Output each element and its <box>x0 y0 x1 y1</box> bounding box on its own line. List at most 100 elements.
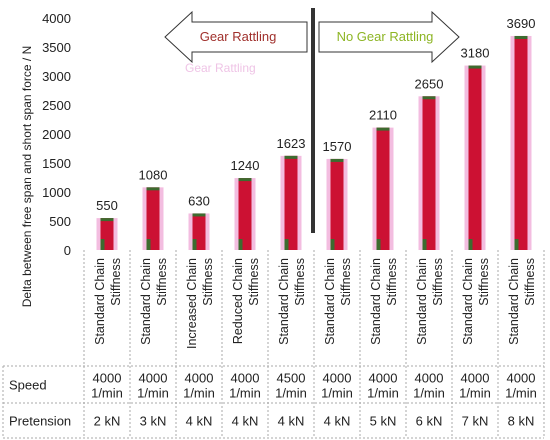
data-label: 1080 <box>139 167 168 182</box>
table-row-label: Speed <box>9 378 47 393</box>
bar-top-mark <box>468 65 482 69</box>
bar-top-mark <box>284 155 298 159</box>
bar-top-mark <box>100 218 114 222</box>
bar <box>238 178 252 250</box>
table-cell: 4 kN <box>186 414 213 429</box>
table-cell: 1/min <box>321 386 353 401</box>
bar-top-mark <box>146 187 160 191</box>
table-cell: 1/min <box>413 386 445 401</box>
category-label-line: Stiffness <box>155 258 169 306</box>
category-label-line: Standard Chain <box>277 258 291 345</box>
bar <box>468 65 482 250</box>
bar <box>284 155 298 250</box>
category-labels: Standard Chain Stiffness Standard Chain Sti… <box>93 258 537 349</box>
category-label-line: Standard Chain <box>415 258 429 345</box>
bar-top-mark <box>514 35 528 39</box>
table-cell: 4000 <box>507 371 536 386</box>
bar-top-mark <box>192 213 206 217</box>
category-label-line: Stiffness <box>523 258 537 306</box>
bar <box>422 96 436 250</box>
category-label-line: Stiffness <box>201 258 215 306</box>
table-cell: 4000 <box>93 371 122 386</box>
category-label-line: Stiffness <box>293 258 307 306</box>
y-tick-label: 0 <box>64 243 71 258</box>
table-cell: 4000 <box>461 371 490 386</box>
y-axis-label: Delta between free span and short span f… <box>20 46 34 308</box>
bar-base-mark <box>284 239 289 250</box>
table-cell: 4 kN <box>324 414 351 429</box>
category-label-line: Stiffness <box>477 258 491 306</box>
category-label: Standard Chain Stiffness <box>507 258 537 345</box>
table-cell: 1/min <box>459 386 491 401</box>
category-label-line: Standard Chain <box>507 258 521 345</box>
bar <box>514 35 528 251</box>
bar-top-mark <box>238 178 252 182</box>
bar-base-mark <box>376 239 381 250</box>
data-label: 3180 <box>461 46 490 61</box>
table-cell: 3 kN <box>140 414 167 429</box>
table-cell: 4000 <box>231 371 260 386</box>
bar-base-mark <box>192 239 197 250</box>
category-label-line: Standard Chain <box>461 258 475 345</box>
category-label: Standard Chain Stiffness <box>323 258 353 345</box>
no-gear-rattling-label: No Gear Rattling <box>337 29 434 44</box>
table-cell: 1/min <box>505 386 537 401</box>
data-label: 550 <box>96 198 118 213</box>
data-label: 1240 <box>231 158 260 173</box>
category-label-line: Stiffness <box>109 258 123 306</box>
parameter-table: Speed 40001/min40001/min40001/min40001/mi… <box>2 250 545 439</box>
data-label: 3690 <box>507 16 536 31</box>
table-cell: 4000 <box>369 371 398 386</box>
bar-base-mark <box>514 239 519 250</box>
table-cell: 6 kN <box>416 414 443 429</box>
y-tick-label: 2500 <box>42 98 71 113</box>
table-cell: 4500 <box>277 371 306 386</box>
table-cell: 4000 <box>185 371 214 386</box>
bar-base-mark <box>468 239 473 250</box>
table-row-label: Pretension <box>9 414 71 429</box>
gear-rattling-label: Gear Rattling <box>200 29 277 44</box>
category-label: Standard Chain Stiffness <box>369 258 399 345</box>
bar <box>330 158 344 250</box>
table-cell: 1/min <box>275 386 307 401</box>
category-label: Standard Chain Stiffness <box>93 258 123 345</box>
category-label-line: Standard Chain <box>139 258 153 345</box>
data-label: 1623 <box>277 136 306 151</box>
y-axis: 0 500 1000 1500 2000 2500 3000 3500 4000 Delta be… <box>20 11 71 307</box>
category-label: Standard Chain Stiffness <box>277 258 307 345</box>
table-cell: 4000 <box>139 371 168 386</box>
data-label: 1570 <box>323 139 352 154</box>
data-label: 2650 <box>415 76 444 91</box>
category-label: Reduced Chain Stiffness <box>231 258 261 344</box>
table-cell: 1/min <box>91 386 123 401</box>
bar <box>146 187 160 250</box>
y-tick-label: 3000 <box>42 69 71 84</box>
no-gear-rattling-arrow <box>318 10 460 64</box>
y-tick-label: 1500 <box>42 156 71 171</box>
data-labels: 550 1080 630 1240 1623 1570 2110 2650 3180 3690 <box>96 16 535 213</box>
category-label-line: Standard Chain <box>93 258 107 345</box>
y-tick-label: 1000 <box>42 185 71 200</box>
bar-top-mark <box>330 158 344 162</box>
table-cell: 8 kN <box>508 414 535 429</box>
table-cell: 4 kN <box>278 414 305 429</box>
category-label-line: Reduced Chain <box>231 258 245 344</box>
category-label-line: Stiffness <box>247 258 261 306</box>
table-cell: 1/min <box>229 386 261 401</box>
y-tick-label: 4000 <box>42 11 71 26</box>
category-label: Standard Chain Stiffness <box>139 258 169 345</box>
category-label-line: Standard Chain <box>369 258 383 345</box>
bar-top-mark <box>376 127 390 131</box>
bars <box>96 35 532 251</box>
category-label-line: Standard Chain <box>323 258 337 345</box>
y-tick-label: 2000 <box>42 127 71 142</box>
category-label-line: Stiffness <box>339 258 353 306</box>
bar-base-mark <box>238 239 243 250</box>
data-label: 2110 <box>369 108 397 123</box>
table-cell: 4000 <box>415 371 444 386</box>
data-label: 630 <box>188 193 210 208</box>
category-label: Standard Chain Stiffness <box>415 258 445 345</box>
bar-base-mark <box>146 239 151 250</box>
bar-base-mark <box>330 239 335 250</box>
